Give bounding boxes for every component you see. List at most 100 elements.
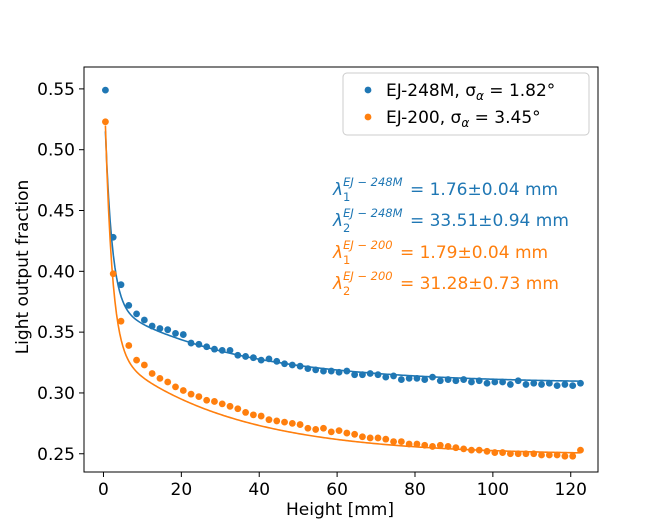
data-point <box>491 449 499 456</box>
data-point <box>577 446 584 454</box>
legend-box <box>342 72 590 136</box>
y-tick-label: 0.25 <box>37 445 75 465</box>
x-tick-label: 120 <box>555 480 587 500</box>
data-point <box>148 370 156 377</box>
data-point <box>413 374 421 382</box>
data-point <box>179 331 187 338</box>
data-point <box>460 445 468 453</box>
data-point <box>444 443 452 450</box>
data-point <box>281 360 288 368</box>
data-point <box>117 317 125 325</box>
data-point <box>320 367 327 375</box>
data-point <box>335 368 343 376</box>
data-point <box>140 316 148 324</box>
data-point <box>545 451 553 459</box>
data-point <box>506 450 514 458</box>
data-point <box>421 441 429 449</box>
data-point <box>226 402 234 410</box>
data-point <box>483 379 491 387</box>
x-tick-label: 60 <box>326 480 348 500</box>
data-point <box>164 378 172 386</box>
legend-label: EJ-200, σα = 3.45° <box>386 108 541 130</box>
data-point <box>366 434 374 442</box>
y-tick-label: 0.40 <box>37 262 75 282</box>
data-point <box>538 381 545 388</box>
fit-annotation: λEJ − 200 1 = 1.79±0.04 mm <box>332 238 548 267</box>
data-point <box>514 450 522 458</box>
data-point <box>444 376 452 383</box>
data-point <box>211 345 218 353</box>
data-point <box>499 378 506 386</box>
data-point <box>522 450 530 458</box>
data-point <box>273 417 281 425</box>
data-point <box>102 118 109 126</box>
data-point <box>203 343 211 351</box>
data-point <box>577 379 584 387</box>
series-ej-248m <box>102 86 584 390</box>
data-point <box>561 452 569 460</box>
data-point <box>429 373 436 381</box>
data-point <box>265 355 273 363</box>
data-point <box>545 379 553 387</box>
data-point <box>327 428 335 436</box>
data-point <box>359 371 366 379</box>
data-point <box>273 357 281 365</box>
data-point <box>429 443 436 450</box>
data-point <box>257 412 265 420</box>
data-point <box>320 424 327 432</box>
data-point <box>281 418 288 426</box>
data-point <box>491 378 499 386</box>
data-point <box>249 354 257 362</box>
data-point <box>382 435 390 443</box>
data-point <box>561 381 569 388</box>
data-point <box>234 405 242 413</box>
legend-item-ej-248m: EJ-248M, σα = 1.82° <box>364 81 555 103</box>
data-point <box>569 452 577 460</box>
data-point <box>203 396 211 404</box>
data-point <box>218 400 226 408</box>
data-point <box>382 373 390 381</box>
data-point <box>312 366 320 374</box>
data-point <box>530 450 538 458</box>
data-point <box>109 270 117 278</box>
data-point <box>405 440 413 448</box>
data-point <box>553 451 561 459</box>
data-point <box>242 409 250 416</box>
data-point <box>187 339 195 347</box>
data-point <box>226 346 234 354</box>
data-point <box>234 351 242 359</box>
plot-area <box>83 66 599 473</box>
y-tick-label: 0.55 <box>37 80 75 100</box>
data-point <box>343 429 351 437</box>
legend: EJ-248M, σα = 1.82° EJ-200, σα = 3.45° <box>342 72 590 136</box>
data-point <box>452 444 460 452</box>
data-point <box>156 374 164 382</box>
fit-annotation: λEJ − 200 2 = 31.28±0.73 mm <box>332 269 559 298</box>
y-tick-label: 0.50 <box>37 141 75 161</box>
data-point <box>421 376 429 383</box>
data-point <box>156 325 164 332</box>
data-point <box>218 346 226 354</box>
data-point <box>125 301 133 309</box>
data-point <box>397 376 405 383</box>
data-point <box>211 398 218 405</box>
data-point <box>179 387 187 394</box>
data-point <box>148 322 156 330</box>
data-point <box>172 329 179 337</box>
data-point <box>553 382 561 390</box>
fit-annotation: λEJ − 248M 1 = 1.76±0.04 mm <box>332 175 558 204</box>
data-point <box>452 377 460 385</box>
data-point <box>390 438 397 445</box>
x-axis-label: Height [mm] <box>286 500 394 520</box>
data-point <box>374 371 382 379</box>
data-point <box>530 379 538 387</box>
data-point <box>569 382 577 390</box>
data-point <box>468 446 475 454</box>
data-point <box>475 377 483 385</box>
x-tick-label: 100 <box>477 480 509 500</box>
legend-item-ej-200: EJ-200, σα = 3.45° <box>364 108 541 130</box>
data-point <box>296 421 304 428</box>
data-point <box>390 372 397 380</box>
data-point <box>374 434 382 442</box>
data-point <box>304 424 312 432</box>
